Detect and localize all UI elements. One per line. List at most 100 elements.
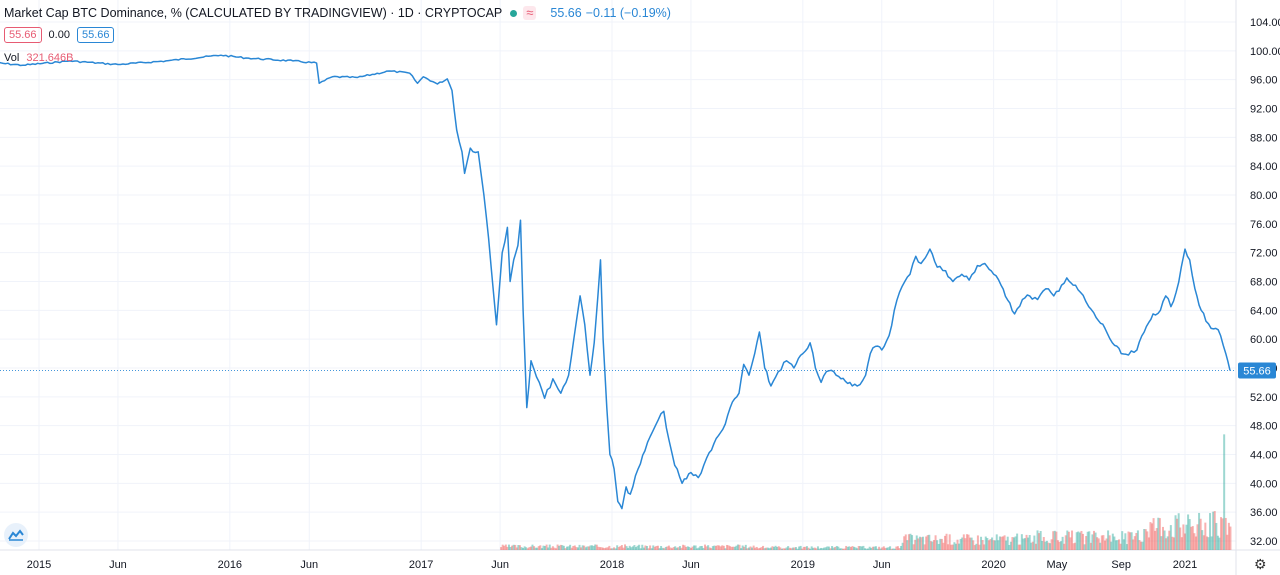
volume-bar: [1099, 542, 1102, 550]
volume-bar: [868, 546, 871, 550]
volume-bar: [1091, 534, 1094, 550]
volume-bar: [787, 546, 790, 550]
volume-bar: [575, 547, 578, 550]
volume-bar: [1185, 524, 1188, 550]
x-tick-label: 2020: [981, 559, 1005, 571]
volume-bar: [1094, 532, 1097, 550]
compare-icon[interactable]: ≈: [523, 6, 537, 20]
volume-bar: [744, 544, 747, 550]
volume-bar: [595, 544, 598, 550]
volume-bar: [1174, 515, 1177, 550]
volume-bar: [972, 540, 975, 550]
volume-bar: [887, 547, 890, 550]
y-axis[interactable]: 104.00 100.00 96.00 92.00 88.00 84.00 80.00 76.…: [1250, 17, 1280, 548]
volume-bar: [534, 547, 537, 550]
volume-bar: [826, 546, 829, 550]
volume-bar: [693, 545, 696, 550]
y-tick-label: 104.00: [1250, 17, 1280, 29]
volume-bar: [1229, 526, 1232, 550]
volume-bar: [1215, 522, 1218, 550]
volume-bar: [903, 536, 906, 550]
y-tick-label: 84.00: [1250, 161, 1278, 173]
volume-bar: [736, 544, 739, 550]
volume-bar: [1014, 536, 1017, 550]
volume-bar: [867, 548, 870, 550]
volume-bar: [1064, 535, 1067, 550]
legend-last-value: 55.66: [550, 6, 582, 20]
volume-bar: [547, 547, 550, 550]
volume-bar: [1074, 542, 1077, 550]
volume-bar: [780, 548, 783, 550]
volume-bar: [1190, 526, 1193, 550]
volume-bar: [798, 546, 801, 550]
volume-bar: [991, 537, 994, 550]
volume-bar: [1209, 513, 1212, 550]
volume-bar: [939, 538, 942, 550]
volume-bar: [834, 547, 837, 550]
y-tick-label: 48.00: [1250, 421, 1278, 433]
volume-bar: [804, 546, 807, 550]
volume-bar: [675, 547, 678, 550]
volume-label: Vol: [4, 52, 20, 64]
volume-bar: [697, 547, 700, 550]
volume-legend: Vol 321.646B: [4, 52, 73, 64]
volume-bar: [1111, 533, 1114, 550]
volume-bar: [997, 540, 1000, 550]
volume-bar: [954, 543, 957, 550]
volume-bar: [682, 544, 685, 550]
volume-bar: [609, 548, 612, 550]
volume-bar: [584, 547, 587, 550]
volume-bar: [965, 534, 968, 550]
volume-bar: [901, 542, 904, 550]
volume-bar: [509, 546, 512, 550]
gear-icon[interactable]: ⚙: [1254, 556, 1267, 572]
volume-bar: [576, 547, 579, 550]
volume-bar: [813, 547, 816, 550]
volume-bar: [620, 545, 623, 550]
buy-price-box[interactable]: 55.66: [76, 27, 115, 43]
volume-bar: [666, 546, 669, 550]
volume-bar: [936, 540, 939, 550]
volume-bar: [655, 545, 658, 550]
volume-bar: [768, 548, 771, 550]
volume-bar: [1000, 536, 1003, 550]
volume-bar: [1028, 535, 1031, 550]
volume-bar: [514, 544, 517, 550]
volume-bar: [980, 536, 983, 550]
volume-bar: [871, 546, 874, 550]
volume-bar: [964, 538, 967, 550]
volume-bar: [838, 548, 841, 550]
volume-bar: [1199, 518, 1202, 550]
volume-bar: [760, 547, 763, 550]
volume-bar: [885, 547, 888, 550]
x-axis[interactable]: 2015 Jun 2016 Jun 2017 Jun 2018 Jun 2019 Jun 2020 M…: [27, 559, 1197, 571]
volume-bar: [1082, 533, 1085, 550]
volume-bar: [1220, 517, 1223, 550]
tradingview-logo-icon[interactable]: [4, 523, 28, 547]
volume-bar: [948, 534, 951, 550]
volume-bar: [617, 547, 620, 550]
volume-bar: [925, 536, 928, 550]
x-tick-label: Jun: [300, 559, 318, 571]
volume-bar: [718, 545, 721, 550]
volume-bar: [1072, 543, 1075, 550]
volume-bar: [619, 546, 622, 550]
volume-bar: [824, 547, 827, 550]
volume-bar: [1075, 532, 1078, 550]
volume-bar: [970, 537, 973, 550]
volume-bar: [884, 547, 887, 550]
volume-bar: [1172, 537, 1175, 550]
price-tag-bg: [1238, 362, 1276, 379]
volume-bar: [1158, 518, 1161, 550]
volume-bar: [1130, 532, 1133, 550]
sell-price-box[interactable]: 55.66: [4, 27, 42, 43]
volume-bar: [788, 547, 791, 550]
y-tick-label: 92.00: [1250, 104, 1278, 116]
volume-bar: [832, 547, 835, 550]
volume-bar: [1063, 543, 1066, 550]
volume-bar: [696, 548, 699, 550]
volume-bar: [816, 546, 819, 550]
volume-bar: [1122, 539, 1125, 550]
volume-bar: [920, 537, 923, 550]
